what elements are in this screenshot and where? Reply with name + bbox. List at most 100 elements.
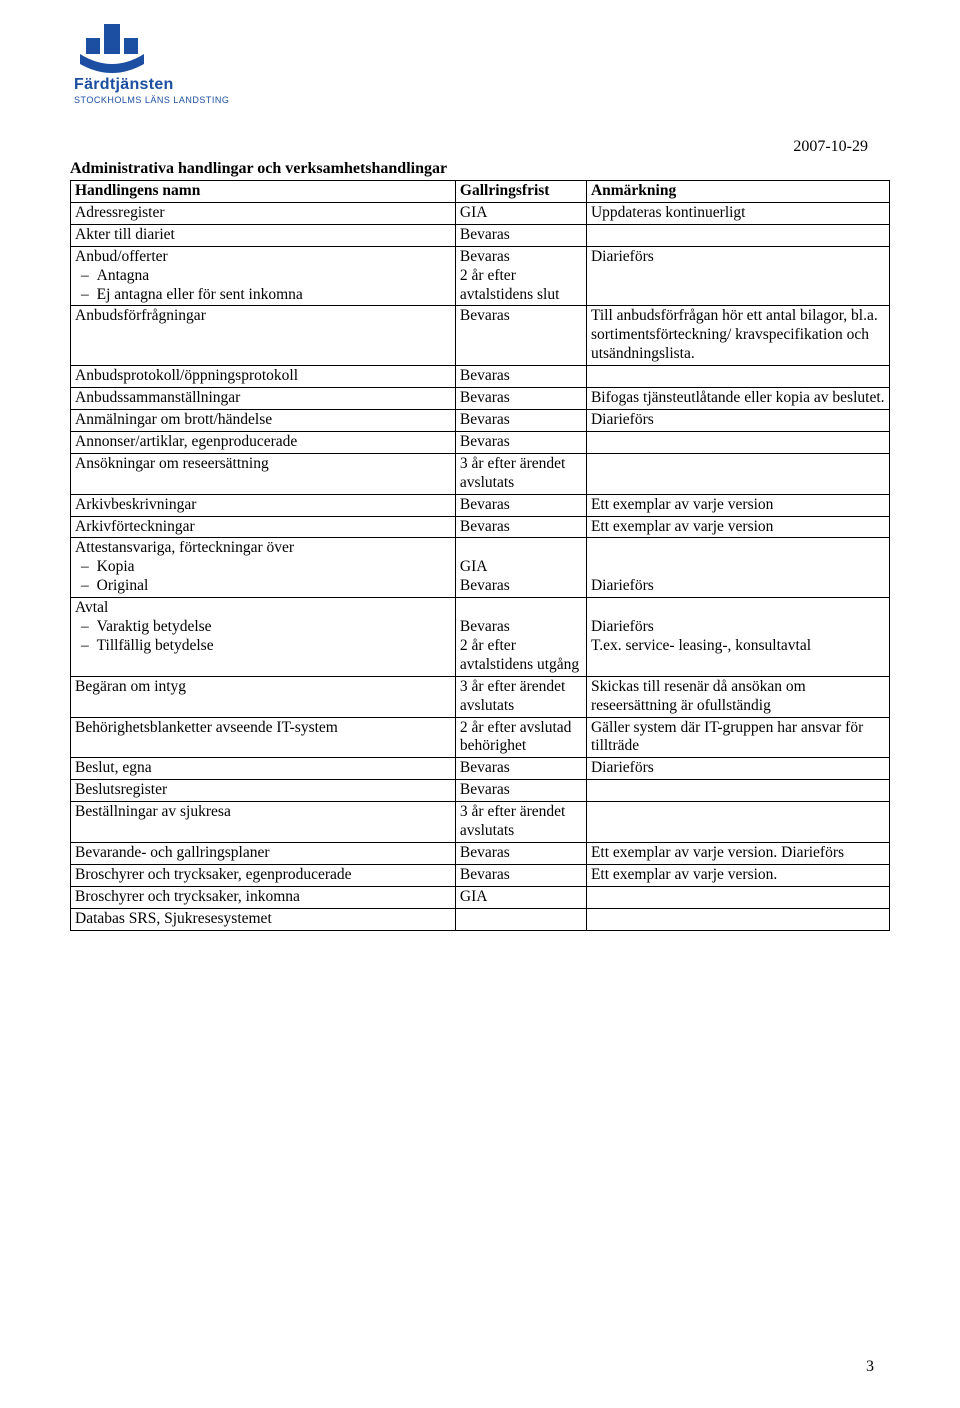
cell-frist: GIA — [455, 202, 586, 224]
table-row: Broschyrer och trycksaker, inkomnaGIA — [71, 886, 890, 908]
cell-name: Anbudsprotokoll/öppningsprotokoll — [71, 366, 456, 388]
cell-name-head: Avtal — [75, 599, 451, 618]
cell-note: Ett exemplar av varje version. — [586, 864, 889, 886]
table-row: AnbudssammanställningarBevarasBifogas tj… — [71, 388, 890, 410]
cell-name: Anmälningar om brott/händelse — [71, 409, 456, 431]
table-row: Begäran om intyg3 år efter ärendet avslu… — [71, 676, 890, 717]
cell-frist: Bevaras — [455, 224, 586, 246]
table-row: Annonser/artiklar, egenproduceradeBevara… — [71, 431, 890, 453]
document-date: 2007-10-29 — [793, 138, 868, 156]
table-row: AdressregisterGIAUppdateras kontinuerlig… — [71, 202, 890, 224]
cell-note — [586, 431, 889, 453]
sublist-item: Varaktig betydelse — [99, 618, 451, 637]
cell-frist: Bevaras — [455, 306, 586, 366]
cell-note: Diarieförs — [586, 758, 889, 780]
cell-name: Anbudsförfrågningar — [71, 306, 456, 366]
cell-frist: Bevaras — [455, 758, 586, 780]
cell-frist: 3 år efter ärendet avslutats — [455, 802, 586, 843]
cell-name: Anbudssammanställningar — [71, 388, 456, 410]
table-row: Beställningar av sjukresa3 år efter ären… — [71, 802, 890, 843]
cell-frist: Bevaras — [455, 494, 586, 516]
table-row: Anbudsprotokoll/öppningsprotokollBevaras — [71, 366, 890, 388]
cell-name: Anbud/offerterAntagnaEj antagna eller fö… — [71, 246, 456, 306]
table-row: Broschyrer och trycksaker, egenproducera… — [71, 864, 890, 886]
col-header-note: Anmärkning — [586, 181, 889, 203]
cell-frist — [455, 908, 586, 930]
table-row: BeslutsregisterBevaras — [71, 780, 890, 802]
cell-name: Akter till diariet — [71, 224, 456, 246]
cell-note: Ett exemplar av varje version — [586, 516, 889, 538]
fardtjansten-logo-icon — [74, 24, 150, 74]
cell-name: Annonser/artiklar, egenproducerade — [71, 431, 456, 453]
sublist-item: Antagna — [99, 267, 451, 286]
cell-frist: Bevaras — [455, 843, 586, 865]
cell-note — [586, 780, 889, 802]
cell-sublist: KopiaOriginal — [75, 558, 451, 596]
cell-name-head: Attestansvariga, förteckningar över — [75, 539, 451, 558]
table-row: Databas SRS, Sjukresesystemet — [71, 908, 890, 930]
table-row: Beslut, egnaBevarasDiarieförs — [71, 758, 890, 780]
cell-name: Adressregister — [71, 202, 456, 224]
table-row: Anbud/offerterAntagnaEj antagna eller fö… — [71, 246, 890, 306]
cell-frist: GIA — [455, 886, 586, 908]
cell-note: Bifogas tjänsteutlåtande eller kopia av … — [586, 388, 889, 410]
cell-name: Beslut, egna — [71, 758, 456, 780]
cell-frist: 3 år efter ärendet avslutats — [455, 453, 586, 494]
cell-note: Skickas till resenär då ansökan om resee… — [586, 676, 889, 717]
cell-frist: 3 år efter ärendet avslutats — [455, 676, 586, 717]
cell-name: Beslutsregister — [71, 780, 456, 802]
cell-note: Uppdateras kontinuerligt — [586, 202, 889, 224]
logo-block: Färdtjänsten STOCKHOLMS LÄNS LANDSTING — [74, 24, 229, 105]
cell-note — [586, 886, 889, 908]
table-row: ArkivförteckningarBevarasEtt exemplar av… — [71, 516, 890, 538]
table-row: ArkivbeskrivningarBevarasEtt exemplar av… — [71, 494, 890, 516]
cell-frist: 2 år efter avslutad behörighet — [455, 717, 586, 758]
cell-sublist: AntagnaEj antagna eller för sent inkomna — [75, 267, 451, 305]
main-content: Administrativa handlingar och verksamhet… — [70, 160, 890, 931]
cell-frist: Bevaras — [455, 431, 586, 453]
cell-name: Attestansvariga, förteckningar överKopia… — [71, 538, 456, 598]
cell-name: Beställningar av sjukresa — [71, 802, 456, 843]
cell-note — [586, 453, 889, 494]
table-row: Akter till diarietBevaras — [71, 224, 890, 246]
cell-note — [586, 366, 889, 388]
cell-name-head: Anbud/offerter — [75, 248, 451, 267]
sublist-item: Tillfällig betydelse — [99, 637, 451, 656]
cell-note: Gäller system där IT-gruppen har ansvar … — [586, 717, 889, 758]
cell-note: Ett exemplar av varje version — [586, 494, 889, 516]
document-table: Handlingens namn Gallringsfrist Anmärkni… — [70, 180, 890, 931]
cell-note — [586, 802, 889, 843]
cell-frist: Bevaras — [455, 409, 586, 431]
table-row: AvtalVaraktig betydelseTillfällig betyde… — [71, 598, 890, 677]
table-row: Ansökningar om reseersättning3 år efter … — [71, 453, 890, 494]
cell-name: Bevarande- och gallringsplaner — [71, 843, 456, 865]
cell-frist: Bevaras2 år efter avtalstidens slut — [455, 246, 586, 306]
table-row: AnbudsförfrågningarBevarasTill anbudsför… — [71, 306, 890, 366]
cell-name: AvtalVaraktig betydelseTillfällig betyde… — [71, 598, 456, 677]
cell-name: Arkivbeskrivningar — [71, 494, 456, 516]
cell-frist: Bevaras — [455, 516, 586, 538]
table-row: Behörighetsblanketter avseende IT-system… — [71, 717, 890, 758]
logo-subline-text: STOCKHOLMS LÄNS LANDSTING — [74, 95, 229, 105]
table-header-row: Handlingens namn Gallringsfrist Anmärkni… — [71, 181, 890, 203]
cell-sublist: Varaktig betydelseTillfällig betydelse — [75, 618, 451, 656]
table-row: Bevarande- och gallringsplanerBevarasEtt… — [71, 843, 890, 865]
cell-note: Ett exemplar av varje version. Diarieför… — [586, 843, 889, 865]
table-row: Anmälningar om brott/händelseBevarasDiar… — [71, 409, 890, 431]
cell-frist: Bevaras — [455, 780, 586, 802]
cell-frist: Bevaras — [455, 366, 586, 388]
sublist-item: Original — [99, 577, 451, 596]
cell-name: Databas SRS, Sjukresesystemet — [71, 908, 456, 930]
cell-frist: Bevaras — [455, 388, 586, 410]
cell-note — [586, 224, 889, 246]
cell-note: Diarieförs — [586, 409, 889, 431]
table-row: Attestansvariga, förteckningar överKopia… — [71, 538, 890, 598]
cell-name: Broschyrer och trycksaker, egenproducera… — [71, 864, 456, 886]
cell-note: Diarieförs — [586, 246, 889, 306]
sublist-item: Ej antagna eller för sent inkomna — [99, 286, 451, 305]
col-header-frist: Gallringsfrist — [455, 181, 586, 203]
sublist-item: Kopia — [99, 558, 451, 577]
cell-name: Broschyrer och trycksaker, inkomna — [71, 886, 456, 908]
cell-name: Ansökningar om reseersättning — [71, 453, 456, 494]
cell-name: Arkivförteckningar — [71, 516, 456, 538]
